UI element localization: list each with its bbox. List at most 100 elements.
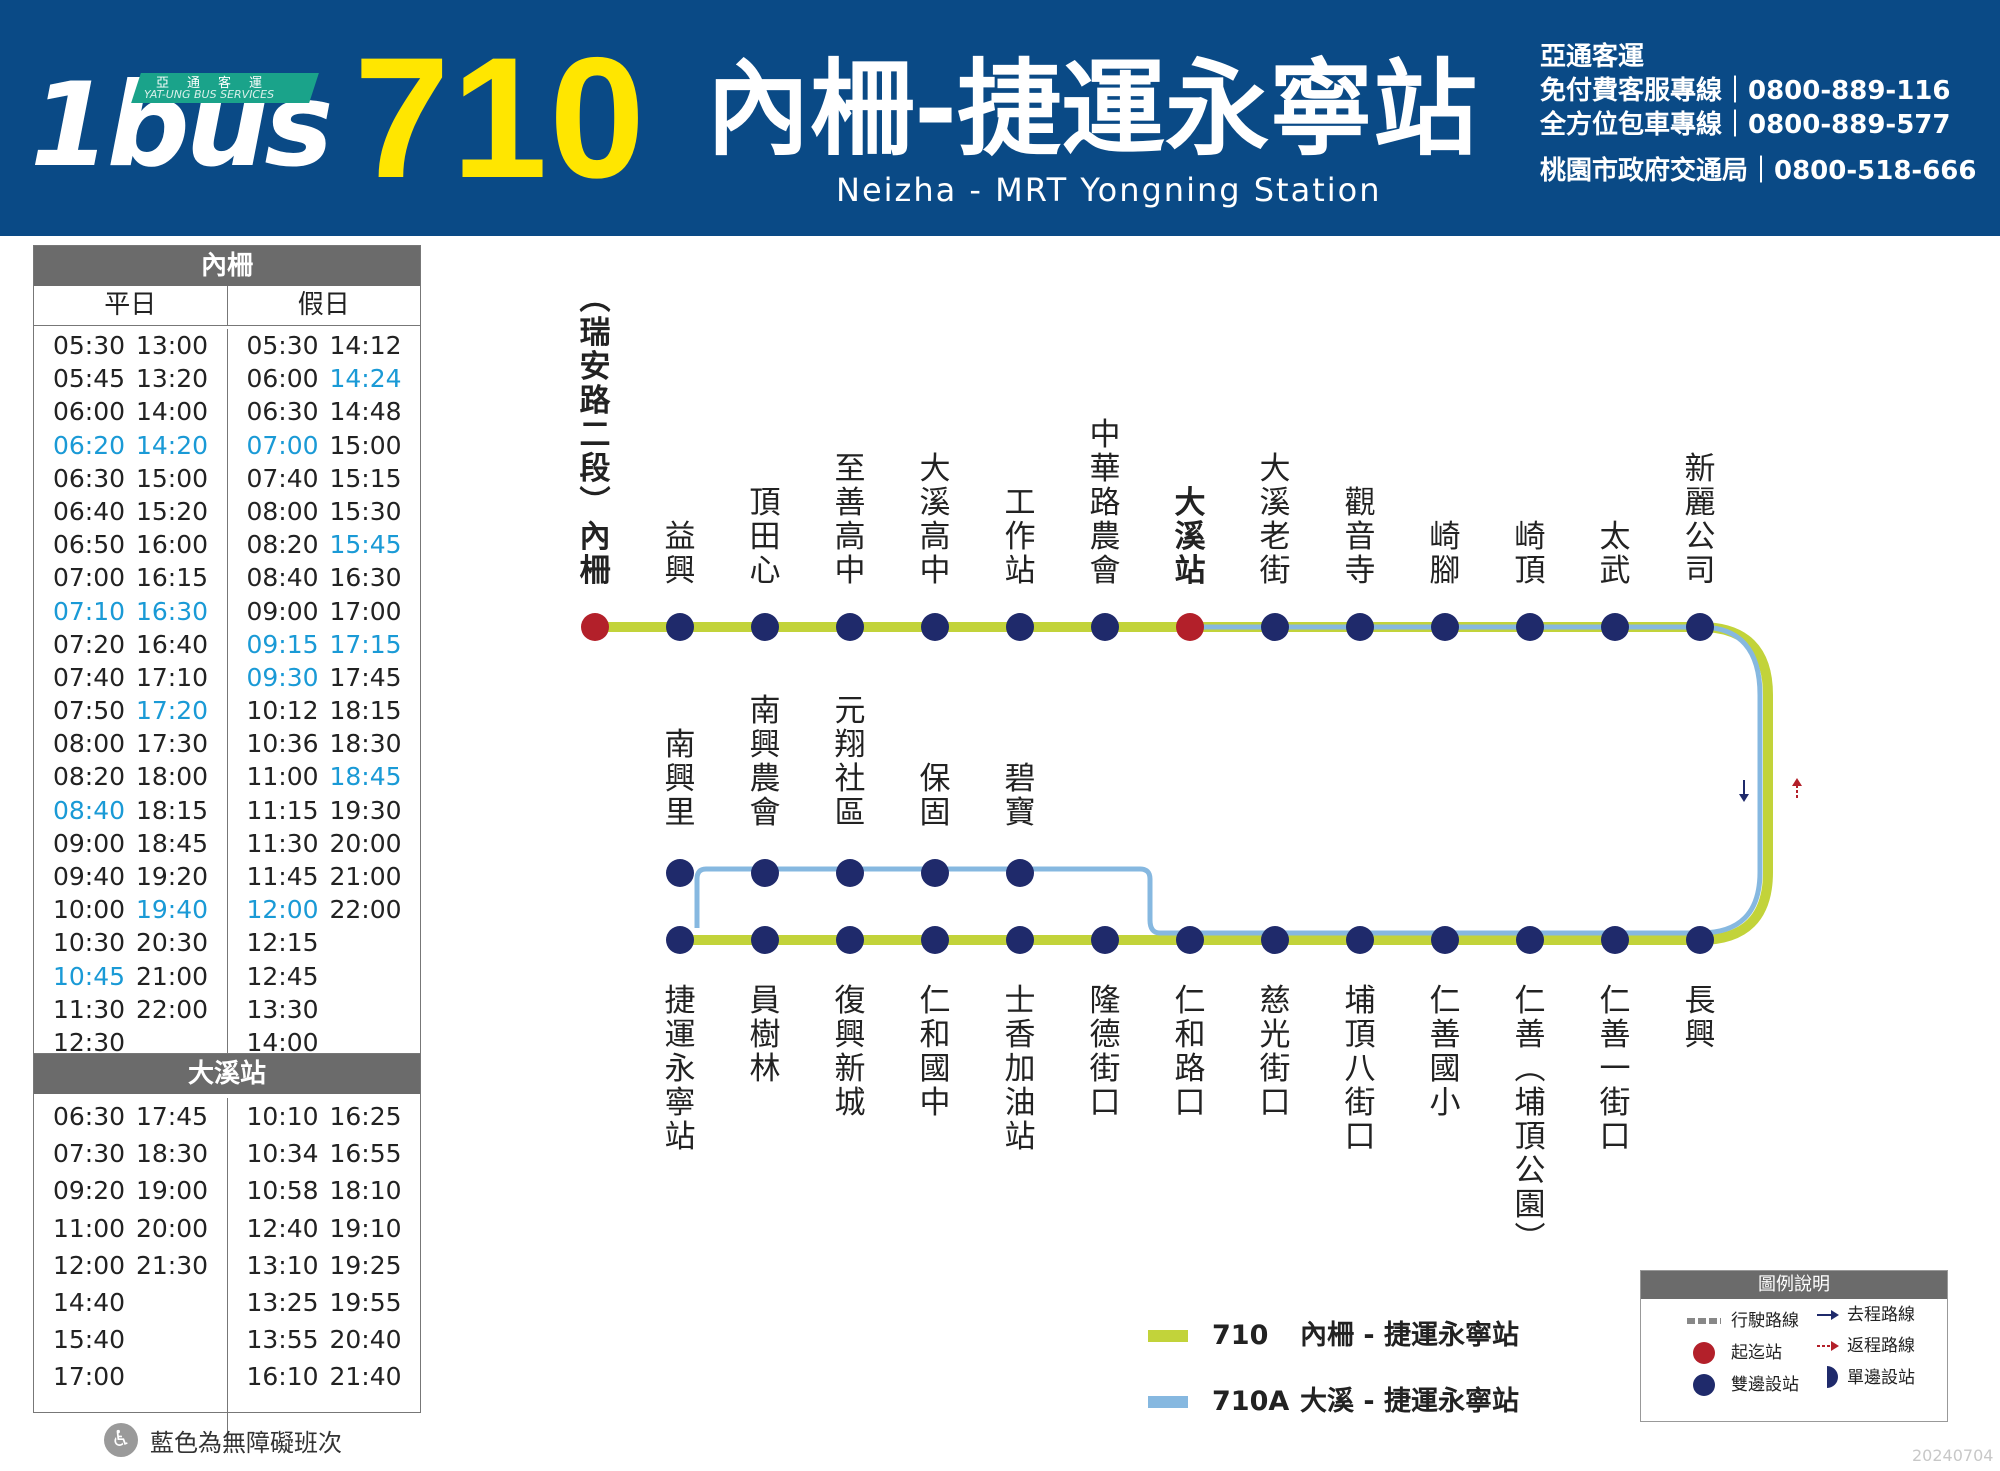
- route-number: 710: [354, 22, 647, 214]
- accessibility-icon: ♿: [104, 1423, 138, 1457]
- departure-time: 14:40: [53, 1287, 126, 1317]
- stop-name: 仁和國中: [919, 983, 951, 1121]
- time-row: 13:30: [247, 993, 421, 1026]
- route-name-en: Neizha - MRT Yongning Station: [836, 171, 1382, 209]
- stop-marker: [921, 613, 949, 641]
- weekday-column: 05:30 13:00 05:45 13:20 06:00 14:00 06:20 14:20…: [34, 329, 228, 1057]
- departure-time: 16:10: [246, 1362, 319, 1392]
- departure-time: 17:00: [329, 596, 402, 626]
- time-row: 12:45: [247, 960, 421, 993]
- route-710A-line: [694, 624, 1763, 936]
- departure-time: 11:45: [246, 862, 319, 891]
- time-row: 07:30 18:30: [53, 1135, 227, 1172]
- stop-marker: [1516, 926, 1544, 954]
- accessible-departure-time: 18:45: [329, 762, 402, 792]
- stop-name: 益興: [664, 519, 696, 589]
- stop-name: 員樹林: [749, 983, 781, 1087]
- weekday-column: 06:30 17:45 07:30 18:30 09:20 19:00 11:00 20:00…: [34, 1098, 228, 1453]
- departure-time: 18:15: [136, 795, 209, 825]
- stop-name: 保固: [919, 761, 951, 831]
- timetable-header: 平日 假日: [34, 286, 420, 326]
- route-710-desc: 內柵 - 捷運永寧站: [1300, 1320, 1520, 1351]
- stop-marker: [1176, 926, 1204, 954]
- accessible-departure-time: 17:20: [136, 696, 209, 726]
- departure-time: 13:25: [246, 1287, 319, 1317]
- time-row: 14:00: [247, 1026, 421, 1059]
- return-arrow-icon: [1792, 778, 1802, 800]
- accessible-departure-time: 09:15: [246, 629, 319, 659]
- stop-marker: [666, 613, 694, 641]
- holiday-header: 假日: [297, 290, 350, 320]
- stop-marker: [1261, 613, 1289, 641]
- route-710A-code: 710A: [1212, 1386, 1290, 1417]
- departure-time: 19:55: [329, 1287, 402, 1317]
- departure-time: 19:20: [136, 862, 209, 891]
- departure-time: 08:20: [246, 530, 319, 560]
- departure-time: 16:25: [329, 1102, 402, 1131]
- route-710-swatch: [1148, 1330, 1188, 1342]
- company-logo: 1bus 亞通客運 YAT-UNG BUS SERVICES: [30, 66, 333, 186]
- time-row: 09:30 17:45: [247, 661, 421, 694]
- stop-name: 新麗公司: [1684, 451, 1716, 589]
- stop-marker: [1686, 926, 1714, 954]
- time-row: 07:20 16:40: [53, 628, 227, 661]
- accessibility-note-text: 藍色為無障礙班次: [150, 1428, 342, 1457]
- legend-one-side: 單邊設站: [1847, 1368, 1915, 1388]
- departure-time: 07:40: [53, 662, 126, 692]
- time-row: 07:10 16:30: [53, 595, 227, 628]
- departure-time: 06:30: [246, 397, 319, 427]
- departure-time: 08:00: [246, 496, 319, 526]
- time-row: 07:00 15:00: [247, 429, 421, 462]
- time-row: 08:00 15:30: [247, 495, 421, 528]
- departure-time: 15:15: [329, 463, 402, 493]
- time-row: 06:00 14:24: [247, 362, 421, 395]
- stop-name: 大溪老街: [1259, 451, 1291, 589]
- weekday-header: 平日: [34, 286, 228, 325]
- departure-time: 11:15: [246, 795, 319, 825]
- stop-name: 仁善國小: [1429, 983, 1461, 1121]
- departure-time: 22:00: [329, 895, 402, 925]
- accessible-departure-time: 14:20: [136, 430, 209, 460]
- time-row: 12:00 22:00: [247, 893, 421, 926]
- stop-marker: [1601, 926, 1629, 954]
- departure-time: 17:00: [53, 1362, 126, 1392]
- time-row: 11:00 20:00: [53, 1210, 227, 1247]
- departure-time: 07:20: [53, 629, 126, 659]
- departure-time: 10:34: [246, 1139, 319, 1169]
- time-row: 12:00 21:30: [53, 1247, 227, 1284]
- header-banner: 1bus 亞通客運 YAT-UNG BUS SERVICES 710 內柵-捷運…: [0, 0, 2000, 236]
- stop-name: 南興農會: [749, 693, 781, 831]
- stop-marker: [1091, 613, 1119, 641]
- stop-marker: [1516, 613, 1544, 641]
- departure-time: 17:30: [136, 729, 209, 759]
- departure-time: 16:15: [136, 563, 209, 593]
- departure-time: 05:30: [53, 331, 126, 360]
- stop-name: 仁和路口: [1174, 983, 1206, 1121]
- accessible-departure-time: 06:20: [53, 430, 126, 460]
- time-row: 10:45 21:00: [53, 960, 227, 993]
- stop-name: 長興: [1684, 983, 1716, 1053]
- departure-time: 15:00: [136, 463, 209, 493]
- departure-time: 06:40: [53, 496, 126, 526]
- time-row: 09:00 17:00: [247, 595, 421, 628]
- outbound-arrow-icon: [1739, 780, 1749, 802]
- logo-company-cn: 亞通客運: [156, 76, 281, 91]
- time-row: 12:40 19:10: [247, 1210, 421, 1247]
- time-row: 17:00: [53, 1358, 227, 1395]
- departure-time: 18:15: [329, 696, 402, 726]
- stop-name: 仁善 ︵ 埔頂公園 ︶: [1514, 983, 1546, 1257]
- time-row: 09:15 17:15: [247, 628, 421, 661]
- charter-hotline: 全方位包車專線｜0800-889-577: [1540, 110, 1951, 140]
- departure-time: 15:20: [136, 496, 209, 526]
- time-row: 09:20 19:00: [53, 1172, 227, 1209]
- departure-time: 09:00: [246, 596, 319, 626]
- departure-time: 14:00: [246, 1027, 319, 1057]
- stop-marker: [921, 859, 949, 887]
- accessible-departure-time: 16:30: [136, 596, 209, 626]
- departure-time: 06:30: [53, 1102, 126, 1131]
- logo-company-en: YAT-UNG BUS SERVICES: [144, 88, 275, 101]
- departure-time: 18:00: [136, 762, 209, 792]
- departure-time: 21:30: [136, 1250, 209, 1280]
- stop-name: 碧寶: [1004, 761, 1036, 831]
- time-row: 10:00 19:40: [53, 893, 227, 926]
